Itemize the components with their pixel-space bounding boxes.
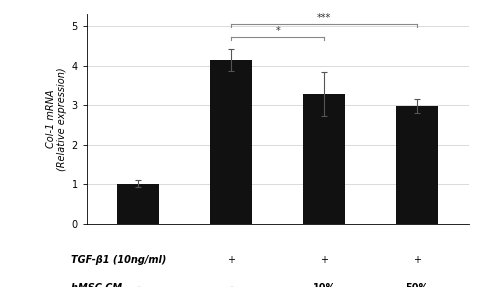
Text: 10%: 10%: [313, 282, 336, 287]
Y-axis label: Col-1 mRNA
(Relative expression): Col-1 mRNA (Relative expression): [46, 67, 68, 171]
Text: hMSC CM: hMSC CM: [71, 282, 122, 287]
Text: +: +: [227, 255, 235, 265]
Text: -: -: [136, 282, 140, 287]
Bar: [303, 94, 345, 224]
Text: +: +: [320, 255, 328, 265]
Text: ***: ***: [317, 13, 331, 23]
Text: -: -: [136, 255, 140, 265]
Text: *: *: [275, 26, 280, 36]
Bar: [210, 60, 252, 224]
Bar: [397, 106, 438, 224]
Text: -: -: [229, 282, 233, 287]
Text: 50%: 50%: [406, 282, 429, 287]
Text: TGF-β1 (10ng/ml): TGF-β1 (10ng/ml): [71, 255, 167, 265]
Bar: [117, 184, 159, 224]
Text: +: +: [413, 255, 421, 265]
